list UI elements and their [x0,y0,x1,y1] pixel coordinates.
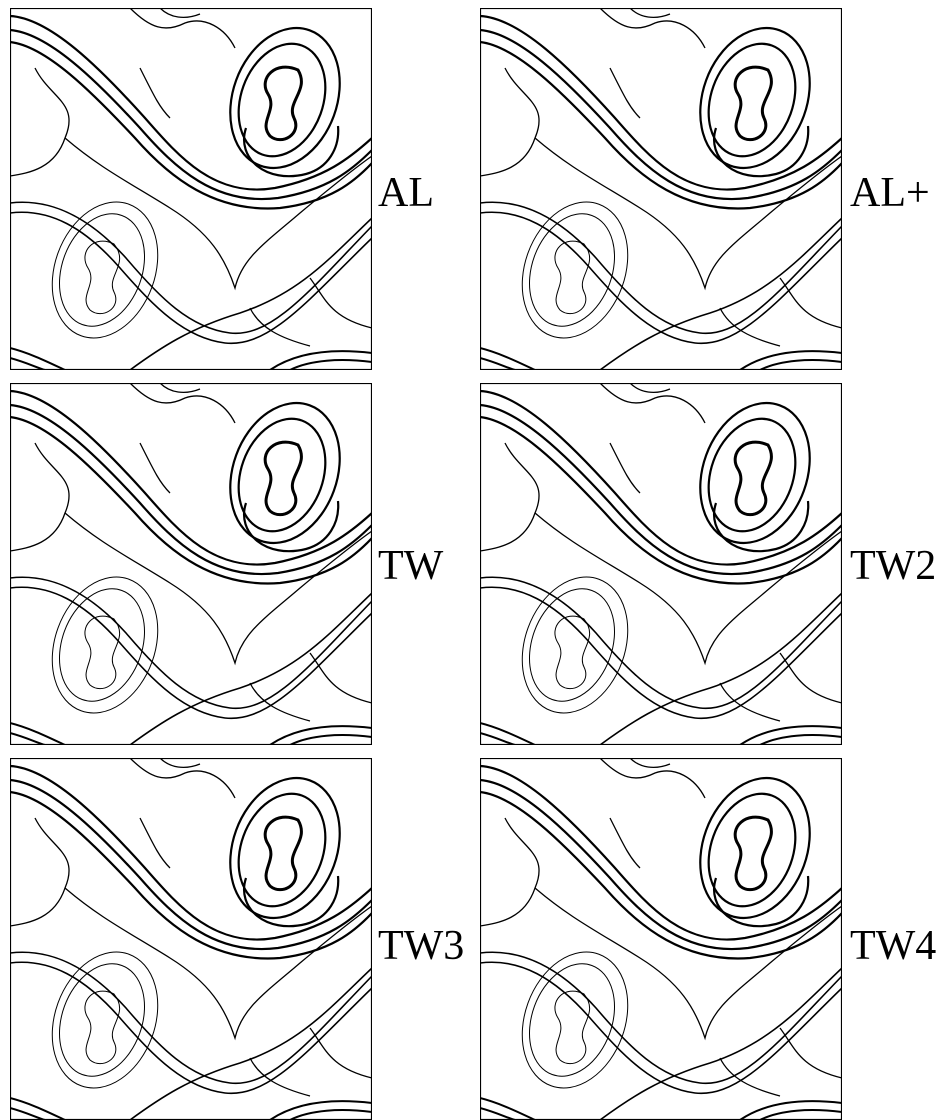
panel-label-al-plus: AL+ [850,170,930,216]
panel-label-tw2: TW2 [850,543,937,589]
contour-panel-tw [10,383,372,745]
contour-plot [10,8,372,370]
contour-panel-al-plus [480,8,842,370]
contour-panel-al [10,8,372,370]
contour-plot [480,758,842,1120]
contour-plot [480,8,842,370]
contour-plot [480,383,842,745]
contour-panel-tw2 [480,383,842,745]
panel-label-tw: TW [378,543,444,589]
contour-panel-tw3 [10,758,372,1120]
panel-label-tw3: TW3 [378,923,465,969]
contour-panel-tw4 [480,758,842,1120]
panel-label-tw4: TW4 [850,923,937,969]
contour-plot [10,758,372,1120]
panel-label-al: AL [378,170,434,216]
contour-plot [10,383,372,745]
